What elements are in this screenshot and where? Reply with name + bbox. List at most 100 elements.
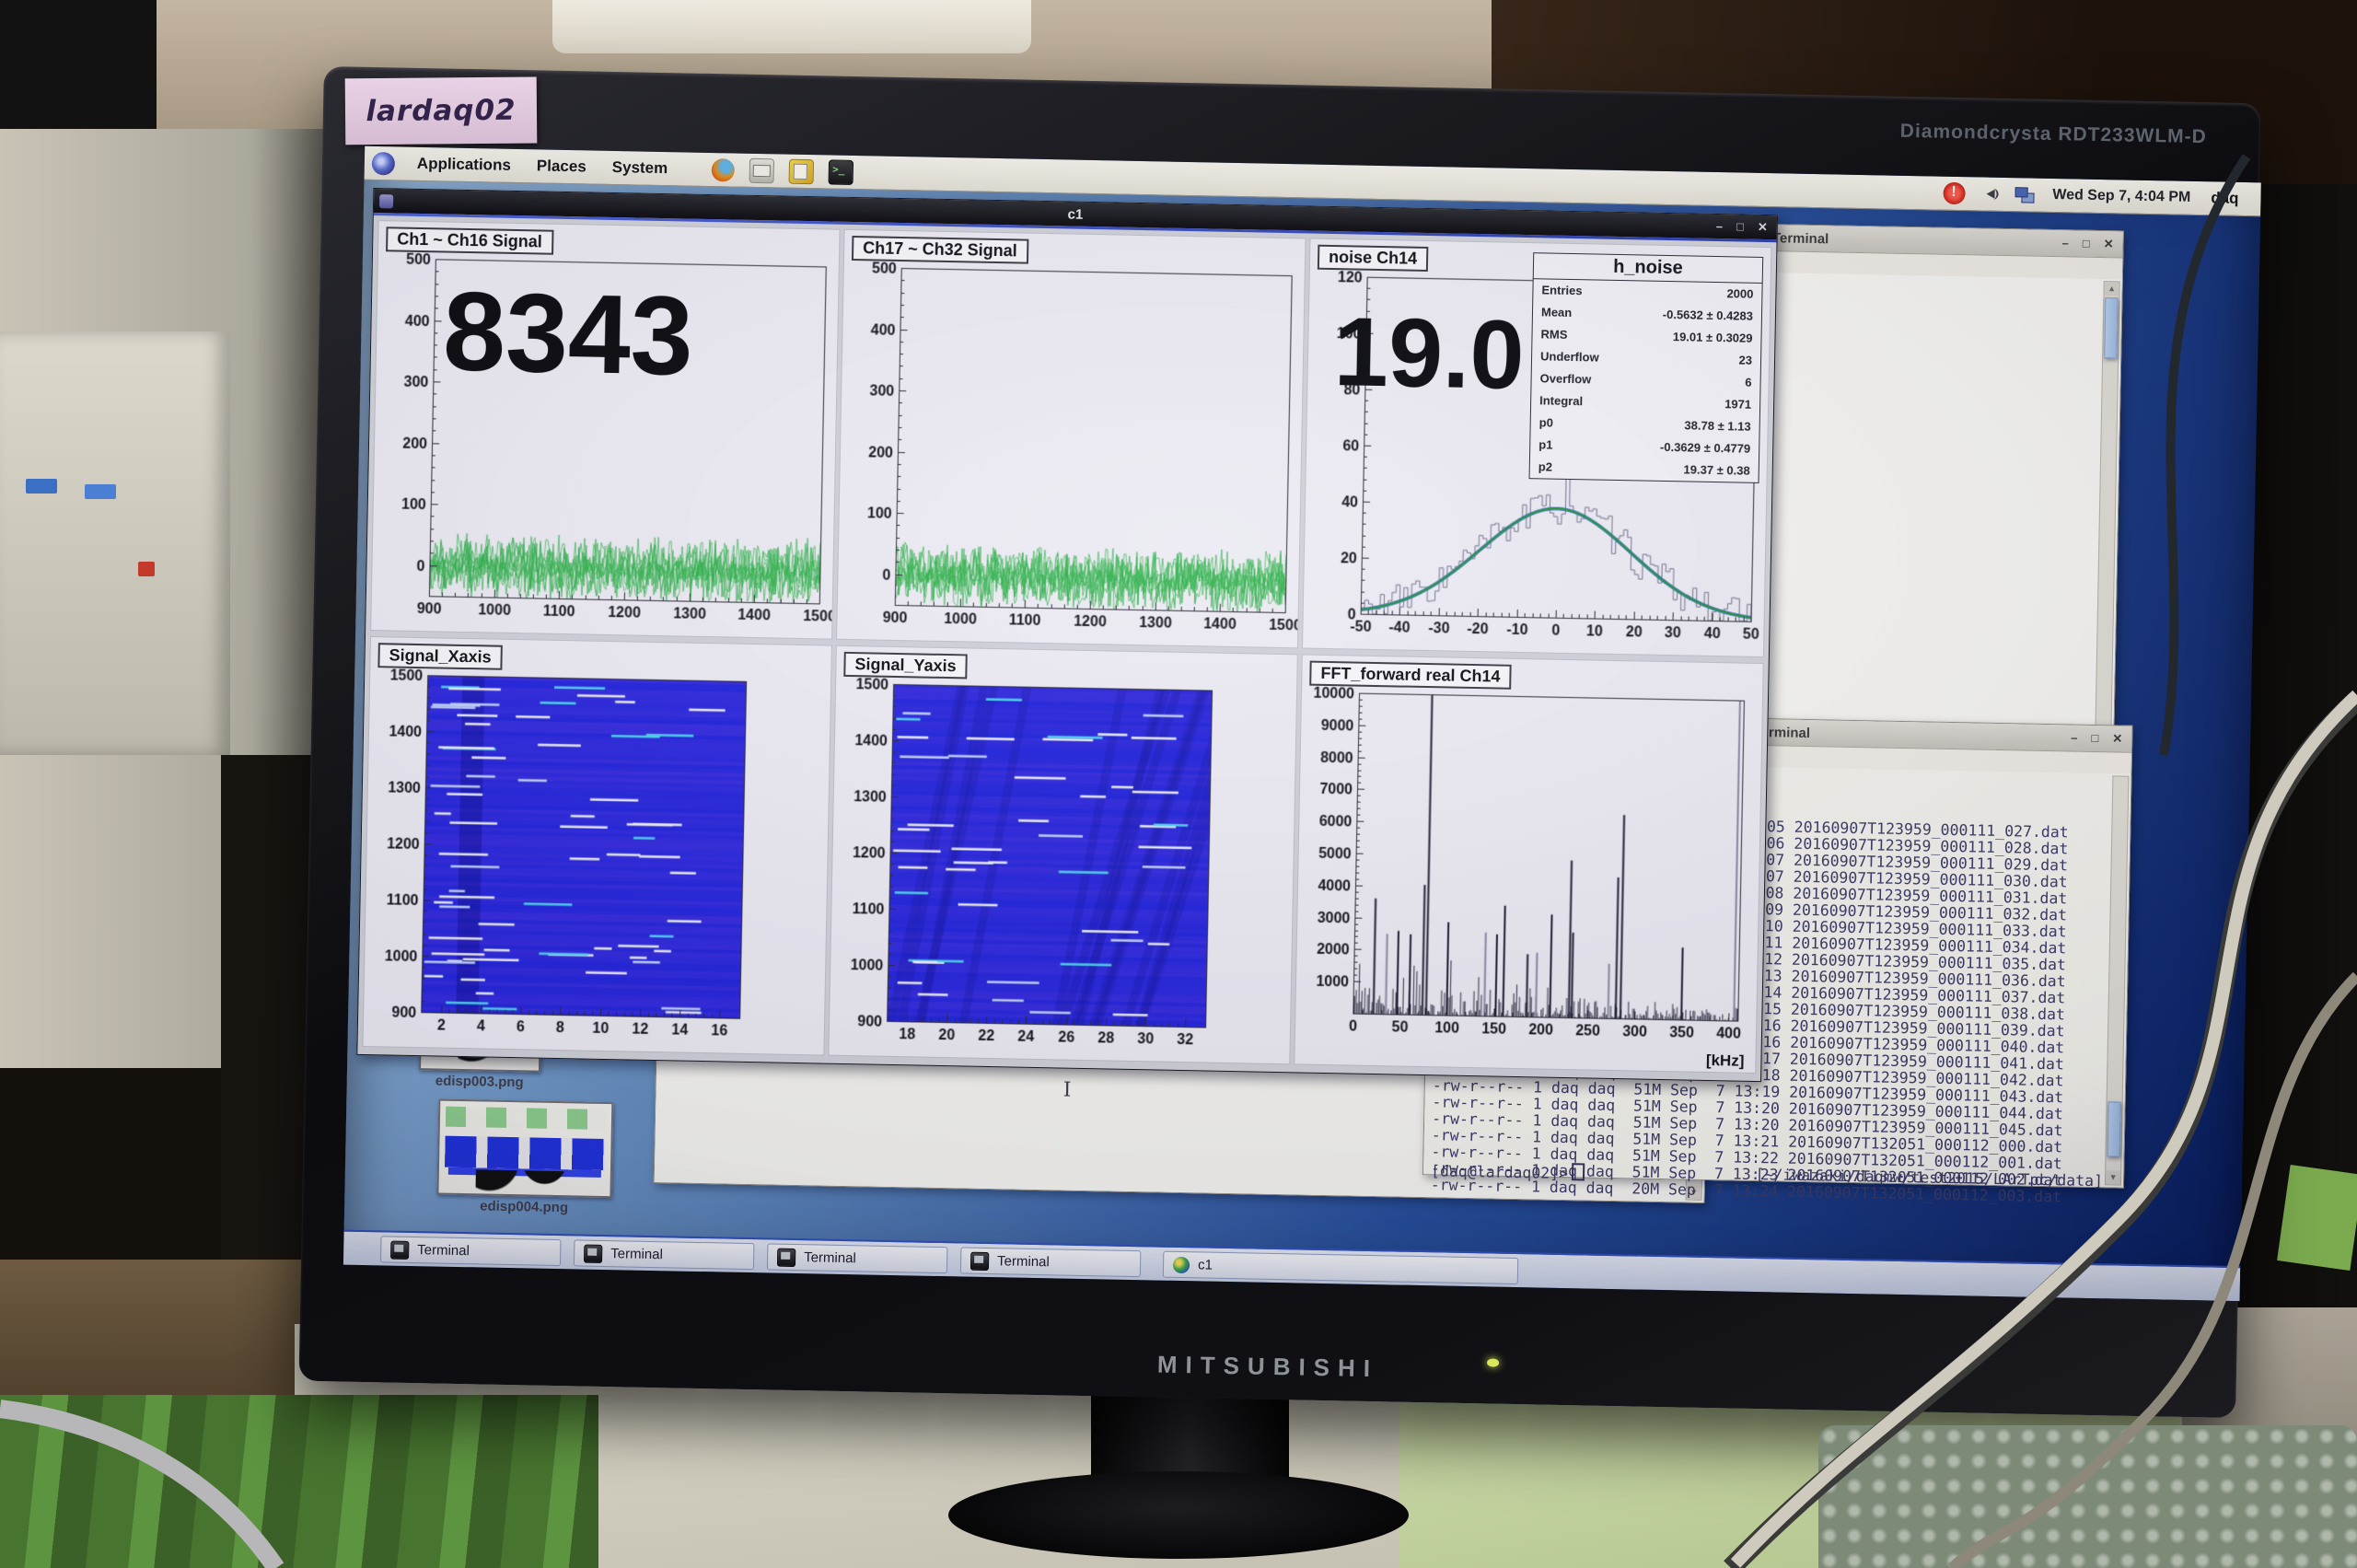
taskbar[interactable]: Terminal Terminal Terminal Terminal <box>343 1229 2241 1302</box>
user-label[interactable]: daq <box>2211 189 2239 207</box>
window-controls: – □ ✕ <box>2061 236 2113 251</box>
panel-menu-item[interactable]: System <box>611 157 668 178</box>
minimize-button[interactable]: – <box>1715 218 1724 234</box>
taskbar-button-label: c1 <box>1197 1257 1213 1273</box>
firefox-icon[interactable] <box>711 157 736 182</box>
taskbar-button[interactable]: Terminal <box>959 1247 1142 1278</box>
network-icon[interactable] <box>2013 183 2035 205</box>
taskbar-button-label: Terminal <box>417 1242 470 1260</box>
ibeam-cursor: I <box>1062 1078 1072 1102</box>
desktop-icon-label: edisp003.png <box>435 1073 524 1091</box>
file-thumbnail <box>436 1098 614 1199</box>
panel-menu-item[interactable]: Places <box>536 157 586 176</box>
note-editor-icon[interactable] <box>788 158 815 184</box>
window-controls: – □ ✕ <box>1716 219 1768 235</box>
stats-key: Integral <box>1539 393 1584 409</box>
green-floor-mat <box>0 1395 598 1568</box>
maximize-button[interactable]: □ <box>2082 236 2090 250</box>
taskbar-button-icon <box>1172 1256 1190 1273</box>
terminal-launcher-icon[interactable] <box>828 158 854 185</box>
taskbar-button-label: Terminal <box>996 1253 1050 1271</box>
blue-chip <box>26 479 57 494</box>
window-controls: – □ ✕ <box>2071 730 2122 746</box>
pad-ch17-ch32-signal[interactable]: Ch17 ~ Ch32 Signal <box>837 229 1306 648</box>
stats-value: 23 <box>1738 353 1753 367</box>
taskbar-button-icon <box>390 1240 410 1260</box>
taskbar-button-label: Terminal <box>803 1249 857 1267</box>
stats-value: 38.78 ± 1.13 <box>1684 418 1751 434</box>
stats-key: Entries <box>1541 283 1583 298</box>
stats-value: 19.37 ± 0.38 <box>1683 462 1750 478</box>
monitor-screen: edisp003.png edisp004.png Terminal – □ ✕ <box>343 145 2261 1302</box>
stats-row: p2 19.37 ± 0.38 <box>1530 456 1759 482</box>
stats-key: Underflow <box>1539 349 1599 365</box>
update-alert-icon[interactable] <box>1943 181 1966 205</box>
desktop-icon-edisp004[interactable]: edisp004.png <box>436 1098 614 1217</box>
event-counter: 8343 <box>442 268 695 399</box>
system-tray: Wed Sep 7, 4:04 PM daq <box>1936 181 2261 211</box>
pad-ch1-ch16-signal[interactable]: Ch1 ~ Ch16 Signal 8343 <box>371 221 840 639</box>
pad-title: Ch1 ~ Ch16 Signal <box>386 226 554 255</box>
close-button[interactable]: ✕ <box>2103 237 2114 251</box>
clock[interactable]: Wed Sep 7, 4:04 PM <box>2052 187 2191 205</box>
power-led[interactable] <box>1487 1358 1500 1367</box>
taskbar-button[interactable]: c1 <box>1162 1250 1519 1285</box>
scroll-down-arrow[interactable]: ▼ <box>2105 1170 2121 1185</box>
taskbar-button[interactable]: Terminal <box>379 1236 562 1267</box>
wood-rail <box>0 1260 341 1416</box>
pad-signal-xaxis[interactable]: Signal_Xaxis <box>363 637 831 1055</box>
text-cursor <box>1571 1163 1585 1181</box>
taskbar-button[interactable]: Terminal <box>766 1243 948 1274</box>
stats-key: p2 <box>1538 459 1553 474</box>
taskbar-button-icon <box>776 1248 796 1267</box>
monitor-stand-base <box>948 1471 1409 1559</box>
stats-value: -0.5632 ± 0.4283 <box>1662 307 1754 323</box>
pad-title: Signal_Xaxis <box>377 643 503 670</box>
minimize-button[interactable]: – <box>2071 730 2078 745</box>
pad-fft-ch14[interactable]: FFT_forward real Ch14 [kHz] <box>1295 655 1763 1073</box>
stats-key: Mean <box>1540 305 1573 320</box>
pad-title: Ch17 ~ Ch32 Signal <box>851 235 1029 264</box>
panel-menu-item[interactable]: Applications <box>416 154 512 174</box>
x-axis-unit-label: [kHz] <box>1705 1051 1745 1070</box>
stats-key: p0 <box>1538 415 1554 430</box>
white-cabinet <box>0 331 230 755</box>
blue-chip <box>85 484 116 499</box>
volume-icon[interactable] <box>1978 182 2000 204</box>
scrollbar-thumb[interactable] <box>2107 1101 2121 1157</box>
pad-title: Signal_Yaxis <box>843 651 968 679</box>
stats-value: 1971 <box>1724 397 1752 412</box>
pad-title: FFT_forward real Ch14 <box>1309 660 1512 690</box>
stats-value: -0.3629 ± 0.4779 <box>1659 439 1751 456</box>
maximize-button[interactable]: □ <box>1736 219 1745 234</box>
scrollbar[interactable]: ▲ <box>2095 281 2120 727</box>
stats-row: Integral 1971 <box>1531 389 1759 416</box>
pad-noise-ch14[interactable]: h_noise Entries 2000 Mean <box>1302 238 1771 657</box>
heatmap-canvas <box>363 637 831 1055</box>
ceiling-light <box>552 0 1031 53</box>
distro-logo-icon[interactable] <box>371 151 396 175</box>
stats-key: RMS <box>1540 327 1568 342</box>
close-button[interactable]: ✕ <box>1757 219 1768 235</box>
fft-canvas <box>1295 655 1763 1073</box>
maximize-button[interactable]: □ <box>2091 730 2099 746</box>
mail-clock-icon[interactable] <box>749 157 775 183</box>
stats-key: Overflow <box>1539 371 1592 387</box>
monitor-model-label: Diamondcrysta RDT233WLM-D <box>1899 120 2208 148</box>
panel-menus[interactable]: Applications Places System <box>404 155 681 179</box>
close-button[interactable]: ✕ <box>2112 731 2123 746</box>
taskbar-button[interactable]: Terminal <box>573 1239 755 1271</box>
pad-signal-yaxis[interactable]: Signal_Yaxis <box>829 645 1297 1064</box>
scroll-up-arrow[interactable]: ▲ <box>2104 282 2119 296</box>
scrollbar-thumb[interactable] <box>2104 297 2119 359</box>
stats-value: 2000 <box>1726 286 1754 301</box>
desktop-icon-label: edisp004.png <box>480 1198 569 1216</box>
root-canvas-window[interactable]: c1 – □ ✕ Ch1 ~ Ch16 Signal 8343 Ch17 ~ C… <box>356 187 1779 1083</box>
thumbnail-art <box>444 1135 606 1171</box>
window-icon <box>378 193 394 208</box>
canvas-body: Ch1 ~ Ch16 Signal 8343 Ch17 ~ Ch32 Signa… <box>357 215 1776 1081</box>
bubble-wrap <box>1818 1425 2357 1568</box>
minimize-button[interactable]: – <box>2061 236 2069 250</box>
sticky-note: lardaq02 <box>344 76 538 145</box>
thumbnail-art <box>445 1106 607 1131</box>
